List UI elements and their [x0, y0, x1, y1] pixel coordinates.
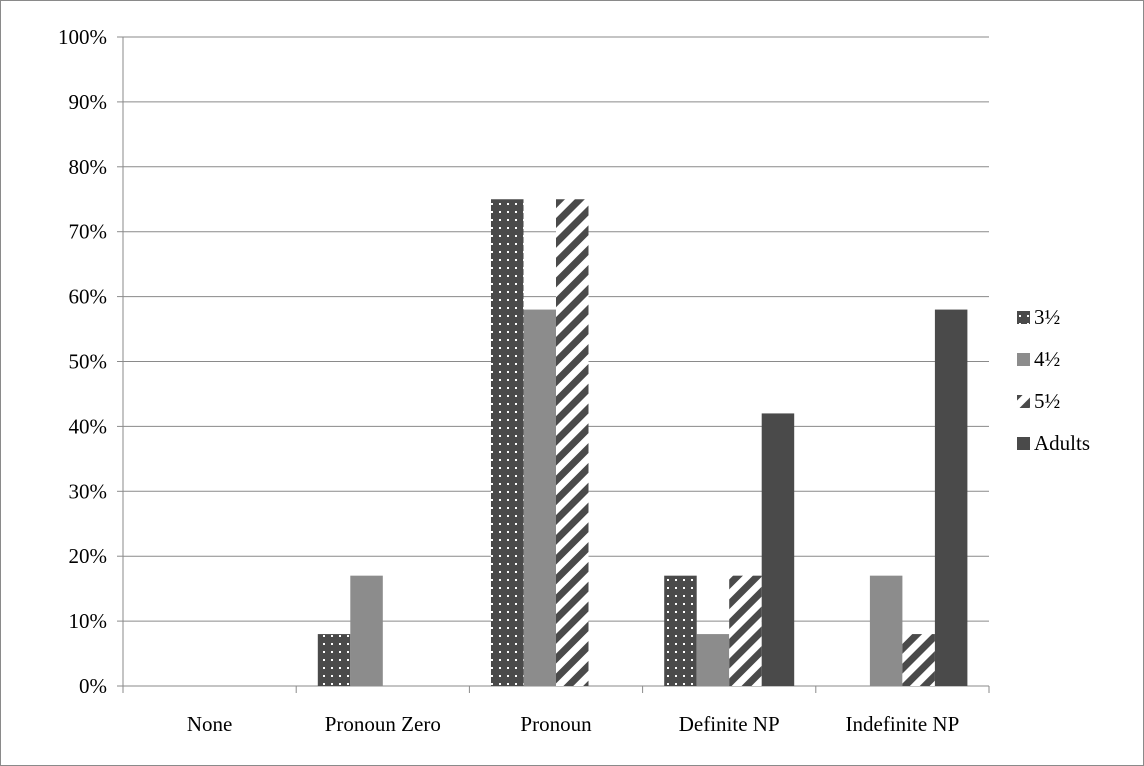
y-tick-label: 80% — [69, 155, 108, 179]
legend-label: 5½ — [1034, 389, 1060, 413]
legend-label: 3½ — [1034, 305, 1060, 329]
x-tick-label: None — [187, 712, 233, 736]
legend-swatch — [1017, 437, 1030, 450]
bar-4-pronoun — [523, 309, 556, 686]
legend-swatch — [1017, 395, 1030, 408]
bar-3-pronoun-zero — [317, 634, 351, 686]
bar-5-pronoun — [556, 199, 589, 686]
bar-Adults-definite-np — [761, 413, 795, 686]
y-tick-label: 20% — [69, 544, 108, 568]
x-tick-label: Pronoun — [520, 712, 592, 736]
bar-4-definite-np — [696, 634, 730, 686]
legend-label: Adults — [1034, 431, 1090, 455]
bar-3-pronoun — [491, 199, 524, 686]
legend-label: 4½ — [1034, 347, 1060, 371]
y-tick-label: 90% — [69, 90, 108, 114]
y-tick-label: 10% — [69, 609, 108, 633]
bar-Adults-indefinite-np — [934, 309, 968, 686]
bar-5-definite-np — [729, 575, 762, 686]
legend-swatch — [1017, 311, 1030, 324]
y-tick-label: 100% — [58, 25, 107, 49]
bars — [317, 199, 968, 686]
y-tick-label: 50% — [69, 350, 108, 374]
y-tick-label: 40% — [69, 414, 108, 438]
x-tick-label: Pronoun Zero — [325, 712, 441, 736]
legend: 3½ 4½ 5½ Adults — [1017, 305, 1090, 455]
y-tick-label: 30% — [69, 479, 108, 503]
tick-labels: 0% 10% 20% 30% 40% 50% 60% 70% 80% 90% 100% None Pro… — [58, 25, 959, 736]
y-tick-label: 70% — [69, 220, 108, 244]
bar-5-indefinite-np — [902, 634, 935, 686]
bar-4-indefinite-np — [869, 575, 903, 686]
y-tick-label: 60% — [69, 285, 108, 309]
legend-swatch — [1017, 353, 1030, 366]
x-tick-label: Indefinite NP — [846, 712, 960, 736]
bar-3-definite-np — [664, 575, 697, 686]
y-tick-label: 0% — [79, 674, 107, 698]
bar-4-pronoun-zero — [350, 575, 383, 686]
x-tick-label: Definite NP — [679, 712, 780, 736]
